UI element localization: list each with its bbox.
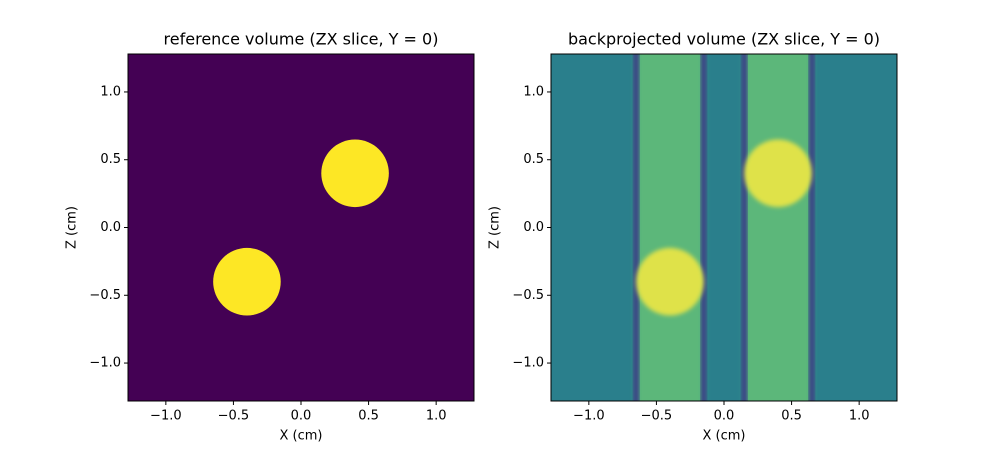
blob — [321, 139, 389, 208]
chart-title: reference volume (ZX slice, Y = 0) — [164, 30, 439, 49]
y-tick-label: 0.5 — [100, 152, 121, 167]
x-tick-label: −1.0 — [573, 409, 605, 424]
x-tick-label: 0.0 — [714, 409, 735, 424]
x-tick-label: 0.5 — [781, 409, 802, 424]
band-edge — [633, 54, 640, 401]
band — [636, 54, 704, 401]
y-axis-label: Z (cm) — [488, 206, 503, 249]
x-axis-label: X (cm) — [703, 429, 746, 444]
y-tick-label: 0.0 — [100, 220, 121, 235]
x-tick-label: 0.5 — [358, 409, 379, 424]
x-tick-label: 1.0 — [426, 409, 447, 424]
plot-area — [551, 54, 897, 401]
blob — [213, 247, 281, 316]
background — [128, 54, 474, 401]
band — [744, 54, 812, 401]
y-tick-label: −1.0 — [512, 356, 544, 371]
background — [551, 54, 897, 401]
x-tick-label: −0.5 — [641, 409, 673, 424]
y-tick-label: −0.5 — [89, 288, 121, 303]
plot-area — [128, 54, 474, 401]
y-tick-label: −1.0 — [89, 356, 121, 371]
x-tick-label: −0.5 — [218, 409, 250, 424]
x-tick-label: 0.0 — [291, 409, 312, 424]
blob — [744, 139, 812, 208]
x-axis-label: X (cm) — [280, 429, 323, 444]
x-tick-label: −1.0 — [150, 409, 182, 424]
y-tick-label: 0.0 — [523, 220, 544, 235]
y-tick-label: 0.5 — [523, 152, 544, 167]
band-edge — [700, 54, 707, 401]
y-axis-label: Z (cm) — [65, 206, 80, 249]
y-tick-label: 1.0 — [523, 84, 544, 99]
x-tick-label: 1.0 — [849, 409, 870, 424]
chart-title: backprojected volume (ZX slice, Y = 0) — [568, 30, 880, 49]
y-tick-label: −0.5 — [512, 288, 544, 303]
band-edge — [808, 54, 815, 401]
blob — [636, 247, 704, 316]
band-edge — [741, 54, 748, 401]
y-tick-label: 1.0 — [100, 84, 121, 99]
